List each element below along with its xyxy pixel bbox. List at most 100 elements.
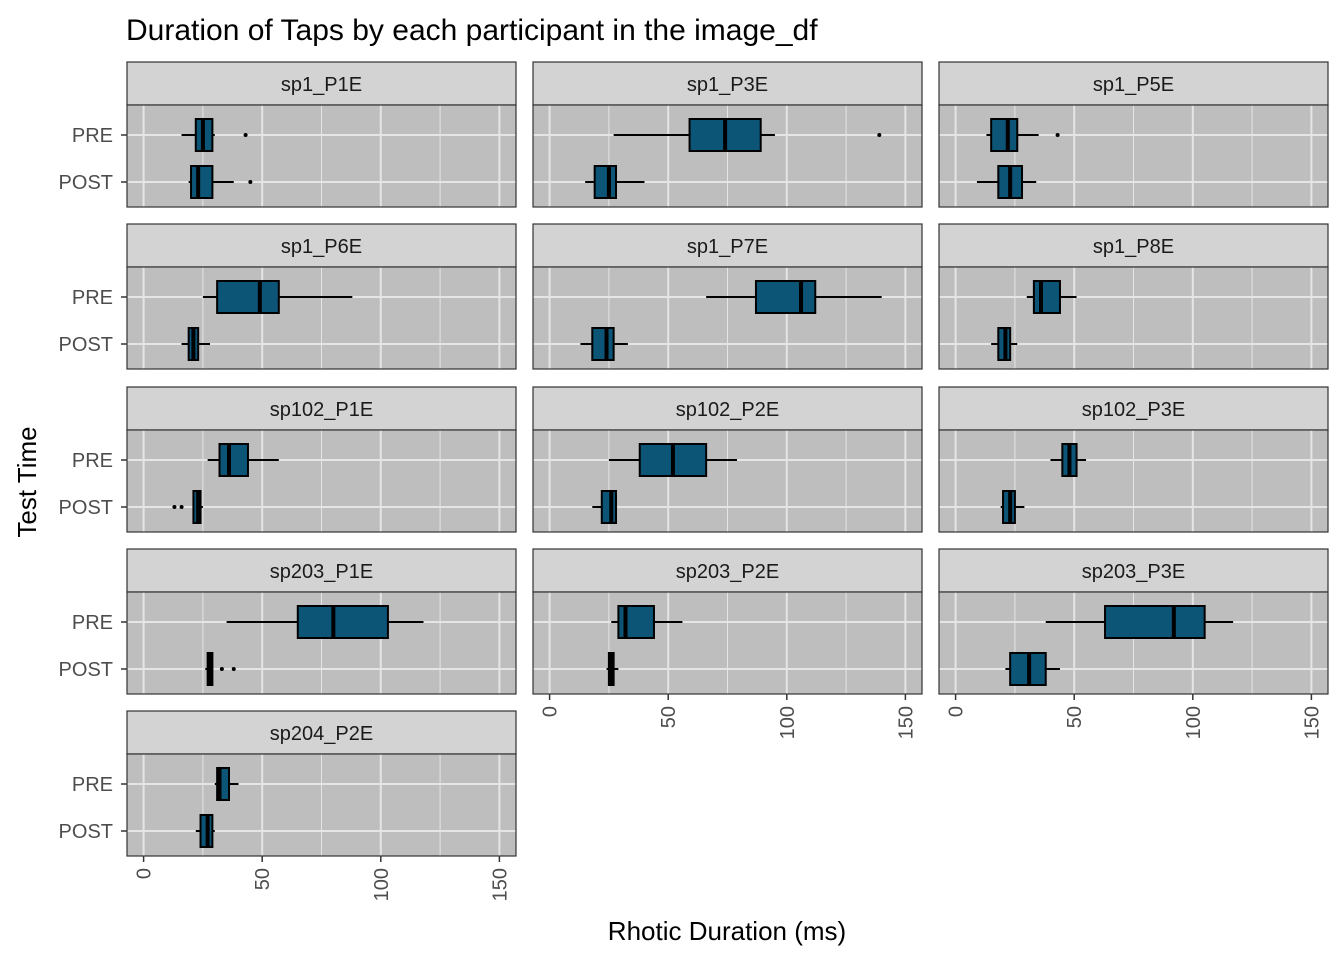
y-tick-label: POST	[59, 497, 113, 519]
facet-strip	[126, 710, 517, 755]
box-pre	[214, 767, 239, 801]
facet-panel-border	[532, 429, 923, 533]
facet-panel-border	[938, 104, 1329, 208]
y-tick-label: PRE	[72, 287, 113, 309]
box-post	[580, 327, 628, 361]
box-pre	[202, 280, 353, 314]
y-tick-label: PRE	[72, 450, 113, 472]
outlier-point	[248, 180, 253, 184]
facet-strip-label: sp203_P3E	[1082, 561, 1185, 583]
facet-panel-border	[126, 266, 517, 370]
box-pre	[613, 118, 882, 152]
box-pre	[611, 605, 683, 639]
facet-panel-border	[532, 104, 923, 208]
facet-panel-border	[126, 429, 517, 533]
box-post	[188, 165, 253, 199]
facet-sp203_P1E: sp203_P1E PRE POST	[59, 548, 517, 695]
y-tick-label: PRE	[72, 774, 113, 796]
facet-sp1_P1E: sp1_P1E PRE POST	[59, 61, 517, 208]
x-tick-label: 50	[1064, 706, 1086, 728]
facet-strip-label: sp203_P1E	[270, 561, 373, 583]
facet-strip	[938, 223, 1329, 268]
y-tick-label: POST	[59, 659, 113, 681]
facet-strip-label: sp204_P2E	[270, 723, 373, 745]
facet-panel-border	[126, 591, 517, 695]
x-tick-label: 150	[1301, 706, 1323, 739]
facet-panel-border	[938, 429, 1329, 533]
facet-strip-label: sp102_P1E	[270, 399, 373, 421]
x-tick-label: 100	[1183, 706, 1205, 739]
facet-sp1_P7E: sp1_P7E	[532, 223, 923, 370]
x-tick-label: 0	[540, 706, 562, 717]
box-post	[592, 490, 618, 524]
y-tick-label: PRE	[72, 612, 113, 634]
x-axis-title: Rhotic Duration (ms)	[608, 916, 846, 946]
x-tick-label: 50	[252, 868, 274, 890]
facet-strip	[938, 548, 1329, 593]
facet-sp1_P8E: sp1_P8E	[938, 223, 1329, 370]
facet-strip-label: sp1_P1E	[281, 74, 362, 96]
x-tick-label: 150	[489, 868, 511, 901]
facet-sp102_P1E: sp102_P1E PRE POST	[59, 386, 517, 533]
y-tick-label: POST	[59, 172, 113, 194]
facet-panel-border	[532, 266, 923, 370]
box-post	[172, 490, 203, 524]
box-pre	[226, 605, 424, 639]
box-pre	[181, 118, 248, 152]
facet-strip	[126, 548, 517, 593]
x-tick-label: 50	[658, 706, 680, 728]
x-tick-label: 100	[777, 706, 799, 739]
box-pre	[986, 118, 1060, 152]
y-tick-label: PRE	[72, 125, 113, 147]
box-post	[585, 165, 645, 199]
facet-sp1_P5E: sp1_P5E	[938, 61, 1329, 208]
facet-panel-border	[126, 753, 517, 857]
facet-strip	[938, 61, 1329, 106]
facet-strip	[126, 61, 517, 106]
box-iqr	[593, 165, 618, 199]
facet-panel-border	[938, 591, 1329, 695]
facet-strip	[532, 61, 923, 106]
facet-strip	[938, 386, 1329, 431]
box-post	[606, 652, 619, 686]
x-tick-label: 0	[946, 706, 968, 717]
box-iqr	[218, 443, 249, 477]
box-post	[976, 165, 1037, 199]
box-post	[1000, 490, 1025, 524]
facet-strip-label: sp102_P3E	[1082, 399, 1185, 421]
box-post	[195, 814, 215, 848]
facet-strip	[532, 386, 923, 431]
box-post	[1005, 652, 1060, 686]
facet-sp102_P3E: sp102_P3E	[938, 386, 1329, 533]
box-post	[181, 327, 211, 361]
box-pre	[1045, 605, 1234, 639]
outlier-point	[1055, 133, 1060, 137]
y-tick-label: POST	[59, 334, 113, 356]
box-iqr	[190, 165, 214, 199]
facet-strip	[532, 223, 923, 268]
outlier-point	[231, 667, 236, 671]
box-iqr	[1104, 605, 1206, 639]
y-axis-title: Test Time	[12, 426, 42, 537]
box-pre	[1026, 280, 1077, 314]
facet-strip-label: sp1_P7E	[687, 236, 768, 258]
facet-panel-border	[532, 591, 923, 695]
x-tick-label: 100	[371, 868, 393, 901]
facet-sp203_P3E: sp203_P3E 0 50 100 150	[938, 548, 1329, 739]
box-pre	[608, 443, 737, 477]
facet-strip-label: sp102_P2E	[676, 399, 779, 421]
box-pre	[207, 443, 279, 477]
facet-sp203_P2E: sp203_P2E 0 50 100 150	[532, 548, 923, 739]
outlier-point	[243, 133, 248, 137]
box-post	[205, 652, 236, 686]
box-iqr	[591, 327, 615, 361]
box-iqr	[216, 280, 280, 314]
chart-title: Duration of Taps by each participant in …	[126, 14, 818, 47]
box-post	[991, 327, 1018, 361]
facet-sp204_P2E: sp204_P2E PRE POST 0 50 100 150	[59, 710, 517, 901]
facet-panel-border	[126, 104, 517, 208]
y-tick-label: POST	[59, 821, 113, 843]
facet-strip	[532, 548, 923, 593]
outlier-point	[179, 505, 184, 509]
